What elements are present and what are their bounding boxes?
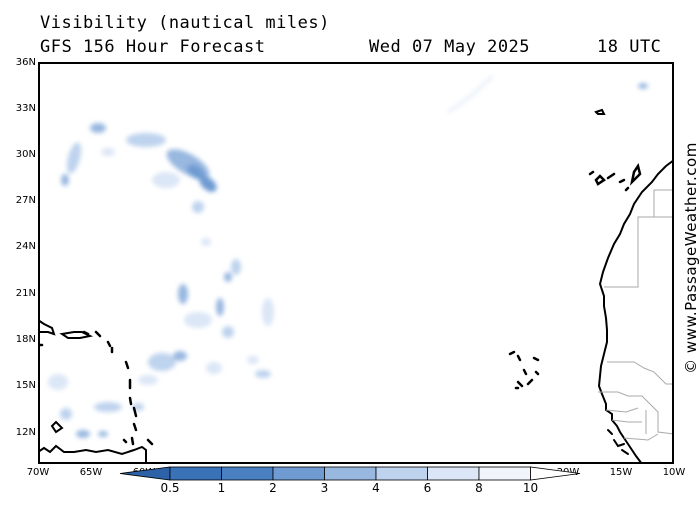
latitude-label: 30N xyxy=(15,149,36,160)
puerto-rico-hispaniola xyxy=(38,318,94,339)
visibility-area-antilles xyxy=(48,374,144,438)
africa-coast xyxy=(597,158,674,464)
latitude-label: 12N xyxy=(15,427,36,438)
forecast-time: 18 UTC xyxy=(597,37,662,57)
latitude-label: 15N xyxy=(15,380,36,391)
bissagos-coast xyxy=(607,429,629,455)
legend-label: 10 xyxy=(522,481,539,495)
longitude-label: 25W xyxy=(503,467,527,478)
longitude-label: 15W xyxy=(609,467,633,478)
ocean xyxy=(38,62,674,464)
latitude-label: 33N xyxy=(15,103,36,114)
legend-label: 3 xyxy=(320,481,329,495)
longitude-label: 35W xyxy=(397,467,421,478)
visibility-area-north xyxy=(61,123,217,213)
visibility-area-northeast xyxy=(447,74,648,114)
longitude-label: 40W xyxy=(344,467,368,478)
caribbean-coast xyxy=(38,444,147,464)
latitude-label: 36N xyxy=(15,57,36,68)
land xyxy=(38,108,674,464)
legend-label: 8 xyxy=(475,481,483,495)
cape-verde xyxy=(508,350,540,390)
lesser-antilles xyxy=(38,330,154,446)
longitude-label: 10W xyxy=(662,467,686,478)
visibility-area-central xyxy=(138,238,274,385)
country-borders xyxy=(598,189,674,441)
legend-label: 0.5 xyxy=(160,481,180,495)
longitude-label: 45W xyxy=(291,467,315,478)
chart-title: Visibility (nautical miles) xyxy=(40,13,330,33)
latitude-label: 27N xyxy=(15,195,36,206)
longitude-label: 30W xyxy=(450,467,474,478)
madeira xyxy=(594,108,606,115)
legend-label: 1 xyxy=(217,481,226,495)
map-frame xyxy=(38,62,674,464)
trinidad xyxy=(50,420,64,434)
legend-label: 4 xyxy=(372,481,380,495)
longitude-label: 60W xyxy=(132,467,156,478)
credit-text: © www.PassageWeather.com xyxy=(682,142,700,374)
longitude-label: 50W xyxy=(238,467,262,478)
latitude-label: 21N xyxy=(15,288,36,299)
legend-label: 2 xyxy=(269,481,277,495)
forecast-date: Wed 07 May 2025 xyxy=(369,37,531,57)
visibility-shading xyxy=(48,74,648,438)
canary-islands xyxy=(588,162,642,192)
longitude-label: 55W xyxy=(185,467,209,478)
forecast-subtitle: GFS 156 Hour Forecast xyxy=(40,37,266,57)
visibility-map xyxy=(38,62,674,464)
latitude-label: 24N xyxy=(15,241,36,252)
longitude-label: 20W xyxy=(556,467,580,478)
legend-label: 6 xyxy=(423,481,432,495)
latitude-label: 18N xyxy=(15,334,36,345)
longitude-label: 65W xyxy=(79,467,103,478)
longitude-label: 70W xyxy=(26,467,50,478)
